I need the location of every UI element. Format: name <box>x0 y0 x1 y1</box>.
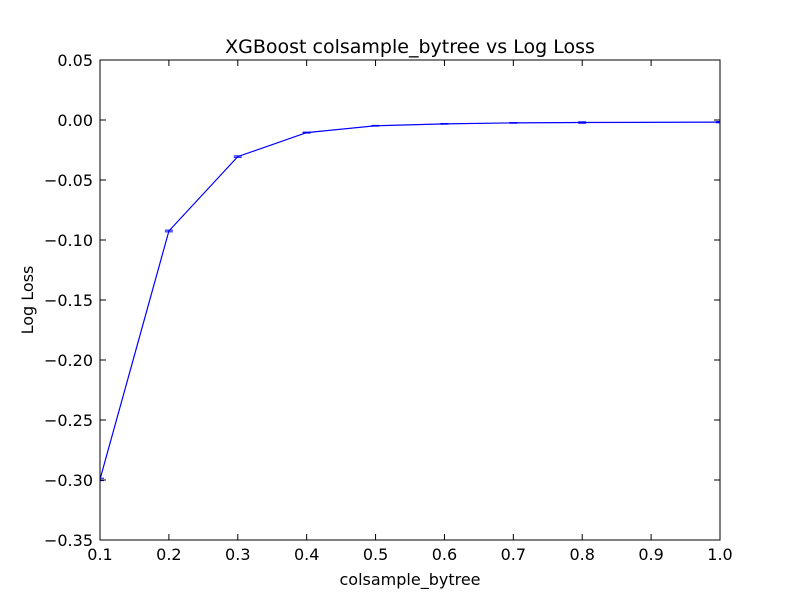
y-tick-label: 0.05 <box>57 51 93 70</box>
y-tick-label: 0.00 <box>57 111 93 130</box>
series-line <box>100 121 720 480</box>
x-tick-label: 0.1 <box>87 545 112 564</box>
x-tick-label: 0.9 <box>638 545 663 564</box>
x-tick-label: 0.8 <box>569 545 594 564</box>
y-tick-label: −0.35 <box>44 531 93 550</box>
x-tick-label: 0.7 <box>501 545 526 564</box>
x-tick-label: 0.5 <box>363 545 388 564</box>
y-tick-label: −0.10 <box>44 231 93 250</box>
y-tick-label: −0.30 <box>44 471 93 490</box>
y-tick-label: −0.15 <box>44 291 93 310</box>
series-layer <box>100 121 720 482</box>
x-tick-label: 0.4 <box>294 545 319 564</box>
x-tick-label: 1.0 <box>707 545 732 564</box>
y-tick-label: −0.05 <box>44 171 93 190</box>
y-tick-label: −0.25 <box>44 411 93 430</box>
x-tick-label: 0.2 <box>156 545 181 564</box>
y-tick-label: −0.20 <box>44 351 93 370</box>
ticks-layer: 0.1 0.2 0.3 0.4 0.5 0.6 0.7 0.8 0.9 1.0 0.05 0.00 −0… <box>44 51 733 564</box>
x-tick-label: 0.6 <box>432 545 457 564</box>
chart-title: XGBoost colsample_bytree vs Log Loss <box>225 36 595 58</box>
x-tick-label: 0.3 <box>225 545 250 564</box>
x-axis-label: colsample_bytree <box>339 570 480 590</box>
y-axis-label: Log Loss <box>18 266 37 335</box>
plot-area-frame <box>99 59 721 541</box>
